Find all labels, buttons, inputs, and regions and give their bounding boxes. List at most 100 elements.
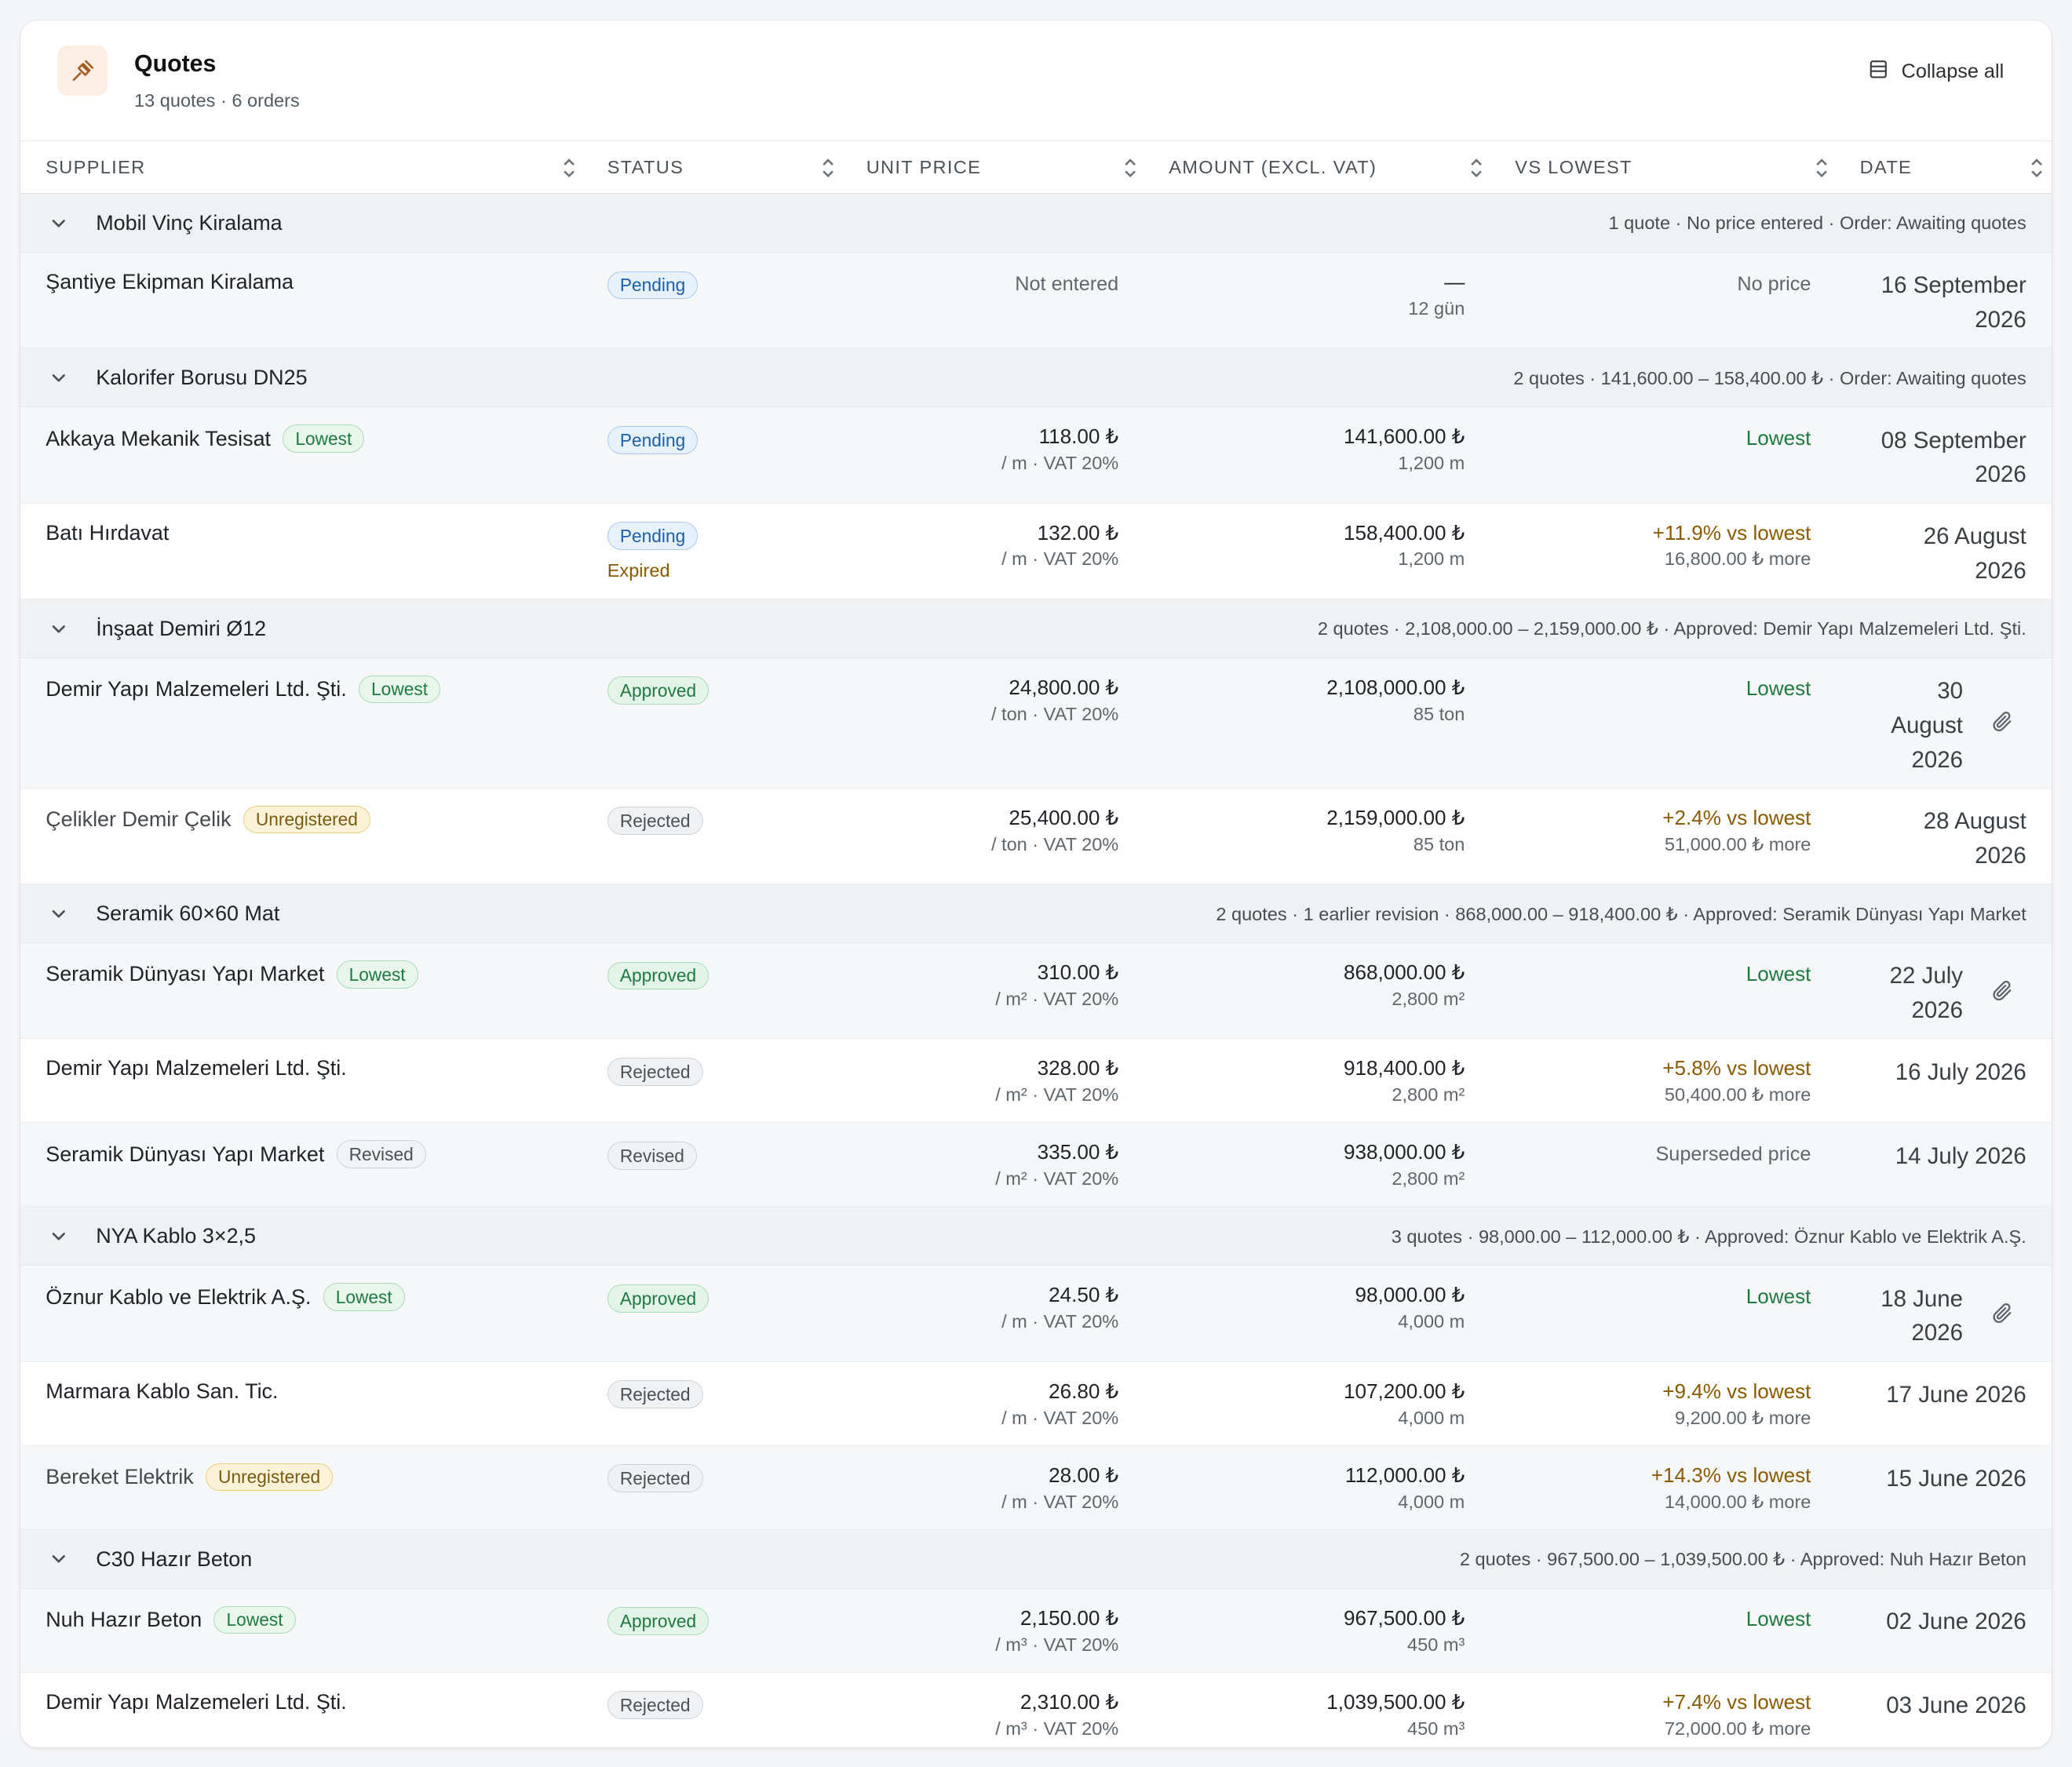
supplier-name[interactable]: Çelikler Demir Çelik	[46, 807, 232, 832]
group-header-row[interactable]: NYA Kablo 3×2,5 3 quotes · 98,000.00 – 1…	[20, 1207, 2052, 1266]
supplier-name[interactable]: Bereket Elektrik	[46, 1464, 194, 1488]
column-header-unit-price[interactable]: UNIT PRICE	[866, 156, 982, 177]
vs-lowest: Lowest	[1746, 425, 1811, 450]
status-badge: Rejected	[607, 1380, 703, 1408]
paperclip-icon[interactable]	[1990, 709, 2014, 741]
quote-row[interactable]: Seramik Dünyası Yapı Market Lowest Approv…	[20, 943, 2052, 1040]
chevron-down-icon[interactable]	[49, 1227, 68, 1251]
amount-quantity: 2,800 m²	[1392, 1084, 1465, 1106]
quote-row[interactable]: Demir Yapı Malzemeleri Ltd. Şti. Rejecte…	[20, 1039, 2052, 1124]
status-badge: Pending	[607, 271, 699, 300]
supplier-name[interactable]: Seramik Dünyası Yapı Market	[46, 962, 325, 986]
supplier-cell: Seramik Dünyası Yapı Market Revised	[46, 1140, 426, 1168]
unit-price: 132.00 ₺	[1037, 520, 1119, 545]
status-badge: Rejected	[607, 807, 703, 836]
chevron-down-icon[interactable]	[49, 213, 68, 238]
column-header-vs-lowest[interactable]: VS LOWEST	[1515, 156, 1632, 177]
group-header-row[interactable]: C30 Hazır Beton 2 quotes · 967,500.00 – …	[20, 1529, 2052, 1589]
unit-price: 26.80 ₺	[1049, 1379, 1119, 1403]
group-name: NYA Kablo 3×2,5	[96, 1224, 257, 1248]
unit-price-detail: / m · VAT 20%	[1001, 1311, 1119, 1332]
status-badge: Revised	[607, 1141, 698, 1170]
amount: 918,400.00 ₺	[1343, 1056, 1465, 1080]
quote-date: 28 August	[1923, 808, 2026, 835]
unit-price-detail: / m² · VAT 20%	[995, 988, 1119, 1009]
supplier-name[interactable]: Demir Yapı Malzemeleri Ltd. Şti.	[46, 1689, 347, 1714]
chevron-down-icon[interactable]	[49, 619, 68, 643]
chevron-down-icon[interactable]	[49, 369, 68, 393]
supplier-name[interactable]: Öznur Kablo ve Elektrik A.Ş.	[46, 1284, 312, 1309]
sort-icon[interactable]	[1468, 156, 1484, 185]
quote-date: 2026	[1975, 557, 2026, 584]
group-summary: 2 quotes · 141,600.00 – 158,400.00 ₺ · O…	[1513, 367, 2026, 388]
unit-price-detail: / m³ · VAT 20%	[995, 1634, 1119, 1655]
amount: 107,200.00 ₺	[1343, 1379, 1465, 1403]
vs-lowest-difference: 72,000.00 ₺ more	[1664, 1718, 1811, 1739]
column-header-amount[interactable]: AMOUNT (EXCL. VAT)	[1169, 156, 1377, 177]
column-header-supplier[interactable]: SUPPLIER	[46, 156, 146, 177]
supplier-name[interactable]: Demir Yapı Malzemeleri Ltd. Şti.	[46, 677, 347, 701]
quote-row[interactable]: Demir Yapı Malzemeleri Ltd. Şti. Rejecte…	[20, 1673, 2052, 1747]
quote-row[interactable]: Seramik Dünyası Yapı Market Revised Revis…	[20, 1123, 2052, 1208]
supplier-name[interactable]: Seramik Dünyası Yapı Market	[46, 1142, 325, 1166]
vs-lowest-difference: 9,200.00 ₺ more	[1675, 1407, 1811, 1428]
column-header-date[interactable]: DATE	[1859, 156, 1913, 177]
quote-row[interactable]: Demir Yapı Malzemeleri Ltd. Şti. Lowest A…	[20, 658, 2052, 789]
sort-icon[interactable]	[1814, 156, 1829, 185]
supplier-cell: Demir Yapı Malzemeleri Ltd. Şti. Lowest	[46, 675, 441, 704]
group-header-row[interactable]: Mobil Vinç Kiralama 1 quote · No price e…	[20, 194, 2052, 253]
chevron-down-icon[interactable]	[49, 1550, 68, 1574]
quotes-panel: Quotes 13 quotes · 6 orders Collapse all…	[20, 20, 2052, 1748]
unit-price-detail: / ton · VAT 20%	[990, 833, 1119, 854]
supplier-name[interactable]: Marmara Kablo San. Tic.	[46, 1379, 279, 1403]
quote-row[interactable]: Nuh Hazır Beton Lowest Approved 2,150.00 …	[20, 1588, 2052, 1673]
vs-lowest: +7.4% vs lowest	[1662, 1689, 1811, 1714]
quote-date: 2026	[1911, 1320, 1963, 1346]
group-header-row[interactable]: İnşaat Demiri Ø12 2 quotes · 2,108,000.0…	[20, 599, 2052, 658]
quote-row[interactable]: Çelikler Demir Çelik Unregistered Rejecte…	[20, 789, 2052, 885]
sort-icon[interactable]	[1122, 156, 1138, 185]
supplier-name[interactable]: Şantiye Ekipman Kiralama	[46, 270, 294, 294]
supplier-name[interactable]: Batı Hırdavat	[46, 520, 170, 545]
supplier-name[interactable]: Nuh Hazır Beton	[46, 1608, 202, 1632]
paperclip-icon[interactable]	[1990, 1300, 2014, 1332]
vs-lowest-difference: 16,800.00 ₺ more	[1664, 548, 1811, 570]
unit-price-detail: / ton · VAT 20%	[990, 703, 1119, 724]
quote-date: 22 July	[1889, 963, 1963, 989]
amount-quantity: 12 gün	[1408, 298, 1465, 319]
column-header-status[interactable]: STATUS	[607, 156, 684, 177]
vs-lowest: +11.9% vs lowest	[1652, 520, 1811, 545]
sort-icon[interactable]	[561, 156, 577, 185]
supplier-name[interactable]: Demir Yapı Malzemeleri Ltd. Şti.	[46, 1056, 347, 1080]
chevron-down-icon[interactable]	[49, 904, 68, 928]
quote-row[interactable]: Öznur Kablo ve Elektrik A.Ş. Lowest Appro…	[20, 1266, 2052, 1362]
group-name: Kalorifer Borusu DN25	[96, 366, 308, 390]
panel-subtitle: 13 quotes · 6 orders	[134, 90, 300, 111]
collapse-all-button[interactable]: Collapse all	[1867, 55, 2004, 89]
quote-row[interactable]: Şantiye Ekipman Kiralama Pending Not ent…	[20, 253, 2052, 349]
group-name: Mobil Vinç Kiralama	[96, 210, 283, 235]
sort-icon[interactable]	[820, 156, 836, 185]
unit-price-detail: / m³ · VAT 20%	[995, 1718, 1119, 1739]
quote-row[interactable]: Marmara Kablo San. Tic. Rejected 26.80 ₺…	[20, 1362, 2052, 1446]
quote-row[interactable]: Batı Hırdavat Pending Expired 132.00 ₺ / …	[20, 504, 2052, 599]
amount-quantity: 85 ton	[1413, 833, 1465, 854]
quote-row[interactable]: Akkaya Mekanik Tesisat Lowest Pending 118…	[20, 407, 2052, 504]
amount: —	[1444, 270, 1465, 294]
quote-date: 2026	[1975, 842, 2026, 869]
group-header-row[interactable]: Kalorifer Borusu DN25 2 quotes · 141,600…	[20, 348, 2052, 408]
group-name: İnşaat Demiri Ø12	[96, 616, 267, 640]
unit-price: 24.50 ₺	[1049, 1283, 1119, 1307]
group-header-row[interactable]: Seramik 60×60 Mat 2 quotes · 1 earlier r…	[20, 884, 2052, 944]
amount: 112,000.00 ₺	[1344, 1463, 1465, 1487]
group-summary: 2 quotes · 1 earlier revision · 868,000.…	[1216, 903, 2026, 924]
paperclip-icon[interactable]	[1990, 978, 2014, 1010]
unit-price-detail: / m · VAT 20%	[1001, 1407, 1119, 1428]
quote-row[interactable]: Bereket Elektrik Unregistered Rejected 28…	[20, 1445, 2052, 1530]
vs-lowest: +14.3% vs lowest	[1651, 1463, 1811, 1487]
quote-date: 2026	[1911, 997, 1963, 1024]
amount-quantity: 450 m³	[1407, 1718, 1465, 1739]
supplier-name[interactable]: Akkaya Mekanik Tesisat	[46, 426, 272, 450]
amount-quantity: 85 ton	[1413, 703, 1465, 724]
sort-icon[interactable]	[2029, 156, 2045, 185]
